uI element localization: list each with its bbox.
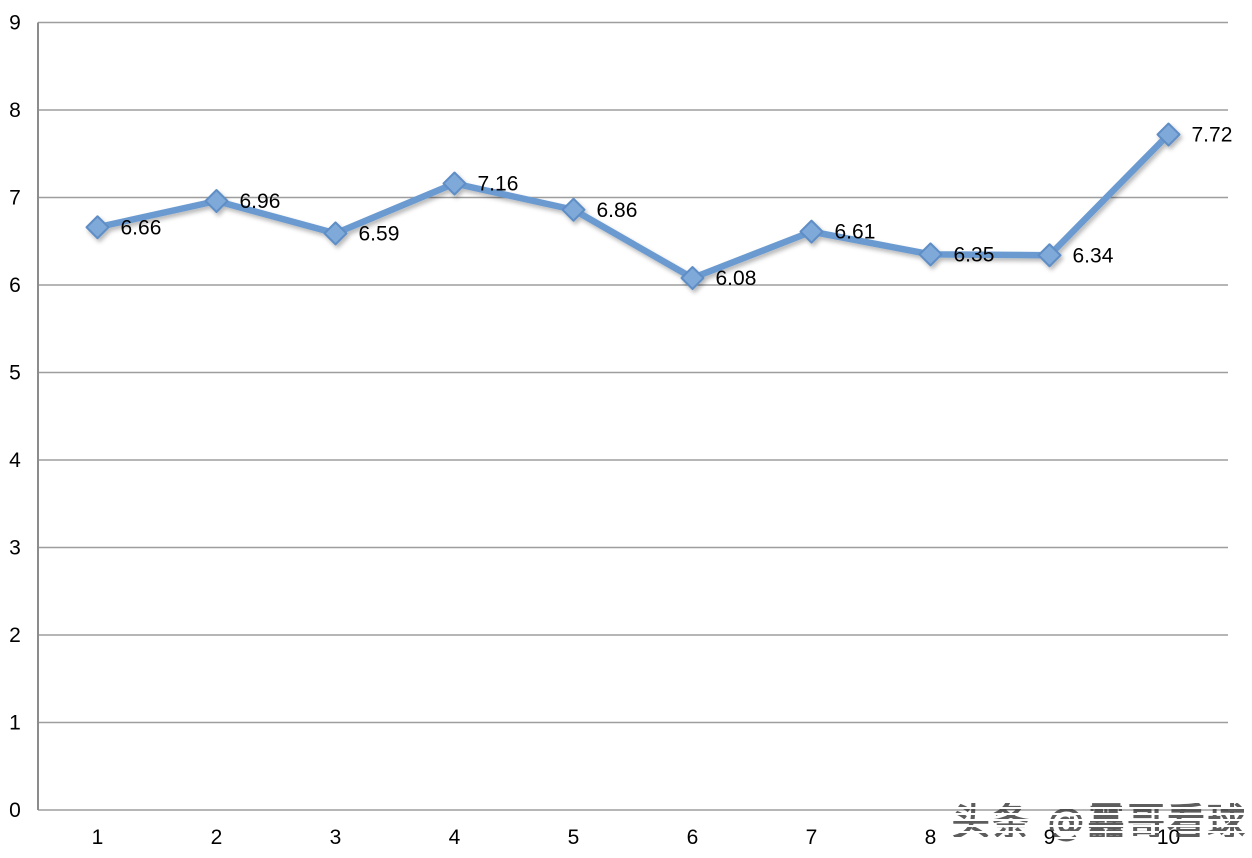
y-tick-label: 1 [9,712,21,735]
data-point-marker [799,219,824,244]
gridlines [38,21,1228,811]
data-point-label: 7.16 [478,173,519,196]
data-point-label: 7.72 [1192,124,1233,147]
y-tick-label: 7 [9,187,21,210]
y-tick-label: 0 [9,799,21,822]
x-tick-label: 5 [568,826,580,849]
data-point-marker [680,266,705,290]
data-point-label: 6.34 [1073,244,1114,267]
data-series [85,122,1181,290]
x-tick-label: 3 [330,826,342,849]
data-labels: 6.66 6.96 6.59 7.16 6.86 6.08 6.61 6.35 6.34 7.72 [121,124,1233,291]
data-point-label: 6.59 [359,222,400,245]
y-tick-label: 8 [9,99,21,122]
data-point-label: 6.35 [954,243,995,266]
data-point-marker [442,171,467,196]
data-point-label: 6.96 [240,190,281,213]
y-tick-label: 4 [9,449,21,472]
series-line [94,131,1172,282]
data-point-marker [561,197,586,222]
tick-labels: 0 1 2 3 4 5 6 7 8 9 1 2 3 4 5 6 7 8 9 10 [9,12,1180,850]
data-point-marker [918,242,943,267]
x-tick-label: 7 [806,826,818,849]
data-point-label: 6.08 [716,267,757,290]
x-tick-label: 2 [211,826,223,849]
y-tick-label: 6 [9,274,21,297]
x-tick-label: 6 [687,826,699,849]
data-point-marker [323,221,348,246]
data-point-label: 6.66 [121,216,162,239]
data-point-marker [204,189,229,213]
x-tick-label: 10 [1157,826,1180,849]
x-tick-label: 8 [925,826,937,849]
y-tick-label: 5 [9,362,21,385]
y-tick-label: 2 [9,624,21,647]
x-tick-label: 9 [1044,826,1056,849]
data-point-label: 6.86 [597,199,638,222]
data-point-label: 6.61 [835,221,876,244]
data-point-marker [1156,122,1181,147]
x-tick-label: 4 [449,826,461,849]
y-tick-label: 9 [9,12,21,35]
y-tick-label: 3 [9,537,21,560]
data-point-marker [1037,243,1062,268]
x-tick-label: 1 [92,826,104,849]
data-point-marker [85,215,110,240]
